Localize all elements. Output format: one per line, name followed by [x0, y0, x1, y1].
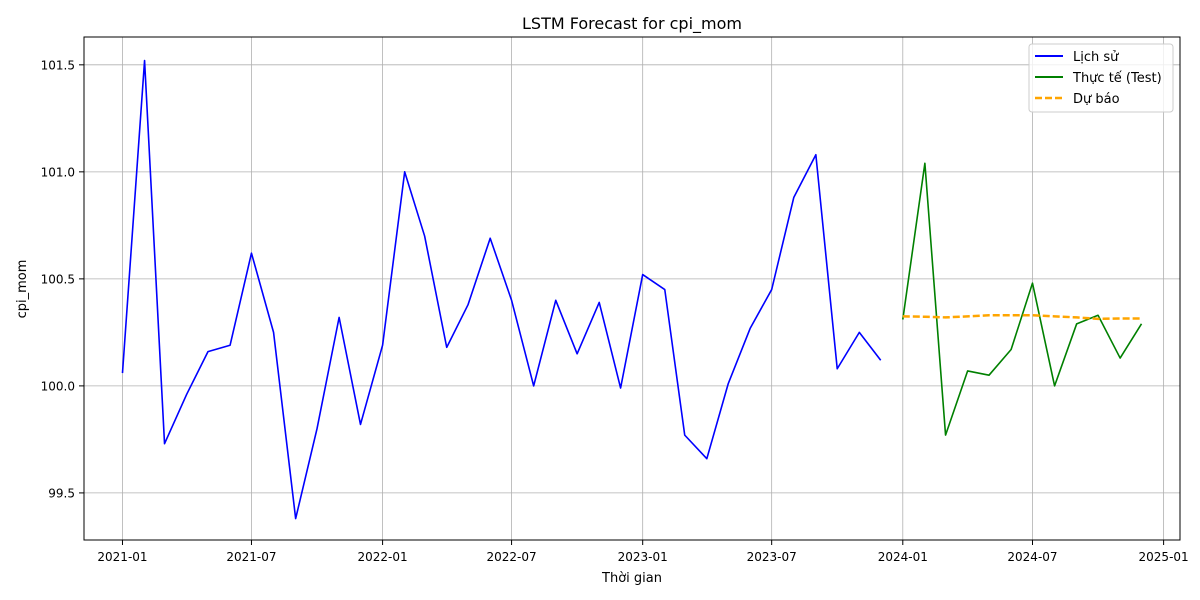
y-tick-label: 101.5: [41, 58, 75, 72]
y-axis-title: cpi_mom: [15, 260, 30, 319]
series-layer: [121, 59, 1143, 520]
y-tick-label: 100.5: [41, 272, 75, 286]
x-tick-label: 2024-07: [1007, 550, 1057, 564]
y-tick-label: 99.5: [48, 486, 75, 500]
y-axis-ticks: 99.5 100.0 100.5 101.0 101.5: [41, 58, 84, 500]
x-tick-label: 2022-07: [486, 550, 536, 564]
chart-title: LSTM Forecast for cpi_mom: [522, 14, 742, 34]
legend-label-forecast: Dự báo: [1073, 92, 1120, 107]
x-axis-ticks: 2021-01 2021-07 2022-01 2022-07 2023-01 2023-…: [97, 540, 1189, 564]
series-line-history: [121, 59, 882, 520]
legend: Lịch sử Thực tế (Test) Dự báo: [1028, 43, 1174, 113]
plot-frame: [83, 36, 1181, 541]
y-tick-label: 101.0: [41, 165, 75, 179]
x-tick-label: 2023-01: [618, 550, 668, 564]
x-axis-title: Thời gian: [601, 571, 662, 586]
x-tick-label: 2021-07: [226, 550, 276, 564]
legend-label-actual: Thực tế (Test): [1072, 71, 1162, 86]
legend-label-history: Lịch sử: [1073, 50, 1119, 65]
x-tick-label: 2024-01: [878, 550, 928, 564]
x-tick-label: 2021-01: [97, 550, 147, 564]
y-tick-label: 100.0: [41, 379, 75, 393]
legend-box: [1028, 43, 1174, 113]
x-tick-label: 2023-07: [747, 550, 797, 564]
series-line-actual: [901, 162, 1143, 436]
x-tick-label: 2022-01: [358, 550, 408, 564]
x-tick-label: 2025-01: [1139, 550, 1189, 564]
